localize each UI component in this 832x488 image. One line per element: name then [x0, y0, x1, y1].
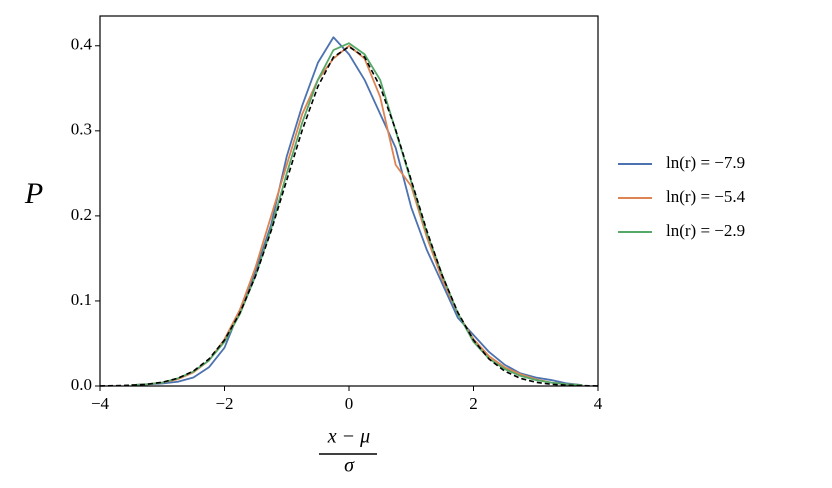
y-tick-label: 0.2	[71, 205, 92, 224]
plot-frame	[99, 15, 599, 387]
x-tick-label: 4	[594, 394, 603, 413]
line-series	[131, 36, 583, 387]
y-tick-label: 0.4	[71, 35, 93, 54]
y-tick-label: 0.0	[71, 375, 92, 394]
x-tick-label: −4	[91, 394, 110, 413]
legend-label: ln(r) = −5.4	[666, 187, 746, 206]
x-tick-label: 0	[345, 394, 354, 413]
y-axis-label: P	[24, 177, 43, 210]
x-tick-label: −2	[215, 394, 233, 413]
x-axis-label-denominator: σ	[344, 455, 355, 477]
reference-curve	[99, 45, 599, 387]
y-tick-label: 0.1	[71, 290, 92, 309]
legend-label: ln(r) = −7.9	[666, 153, 745, 172]
legend-label: ln(r) = −2.9	[666, 221, 745, 240]
x-axis-label-numerator: x − μ	[327, 426, 370, 448]
y-tick-label: 0.3	[71, 120, 92, 139]
line-series	[131, 44, 583, 387]
x-tick-label: 2	[469, 394, 478, 413]
line-series	[131, 42, 583, 387]
